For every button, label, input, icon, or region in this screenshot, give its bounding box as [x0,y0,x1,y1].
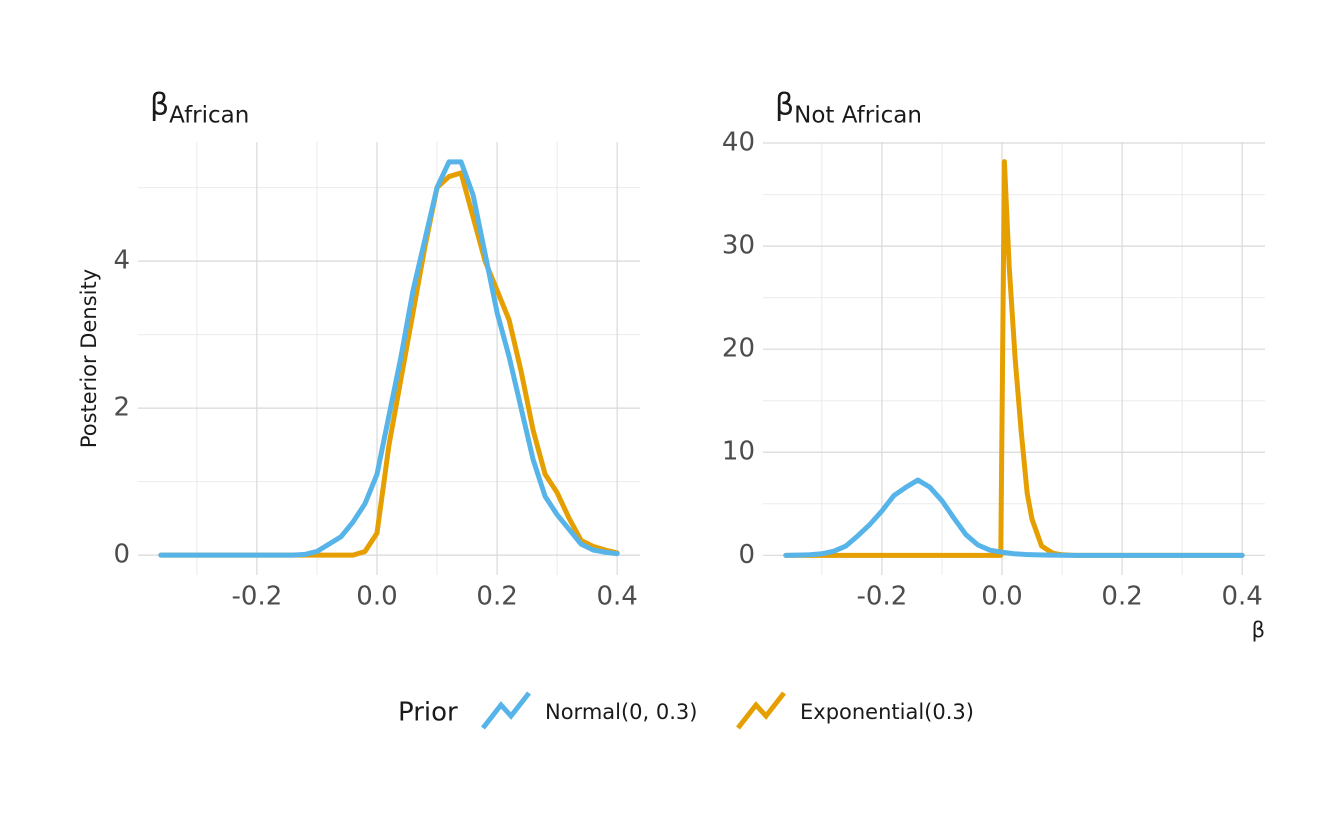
density-line [158,159,620,558]
y-tick-label: 30 [722,231,755,261]
panel-title-subscript: Not African [794,103,922,129]
y-tick-label: 4 [113,246,130,276]
y-axis-label: Posterior Density [77,269,101,448]
y-tick-label: 40 [722,128,755,158]
panel-title: β [150,88,169,123]
y-tick-label: 10 [722,437,755,467]
panel-title-subscript: African [169,103,249,129]
x-tick-label: 0.4 [1222,582,1263,612]
legend-title: Prior [398,698,458,728]
y-tick-label: 2 [113,393,130,423]
x-tick-label: -0.2 [857,582,908,612]
x-tick-label: 0.2 [1101,582,1142,612]
legend-key [736,691,786,730]
x-axis-label: β [1252,618,1265,642]
legend-label: Exponential(0.3) [800,700,974,724]
y-tick-label: 0 [738,540,755,570]
legend-label: Normal(0, 0.3) [545,700,697,724]
legend-key [481,691,531,730]
x-tick-label: 0.0 [981,582,1022,612]
density-line [783,477,1245,558]
x-tick-label: 0.4 [597,582,638,612]
y-tick-label: 20 [722,334,755,364]
x-tick-label: 0.2 [476,582,517,612]
density-line [783,159,1245,558]
x-tick-label: -0.2 [232,582,283,612]
panel-title: β [775,88,794,123]
y-tick-label: 0 [113,540,130,570]
x-tick-label: 0.0 [356,582,397,612]
